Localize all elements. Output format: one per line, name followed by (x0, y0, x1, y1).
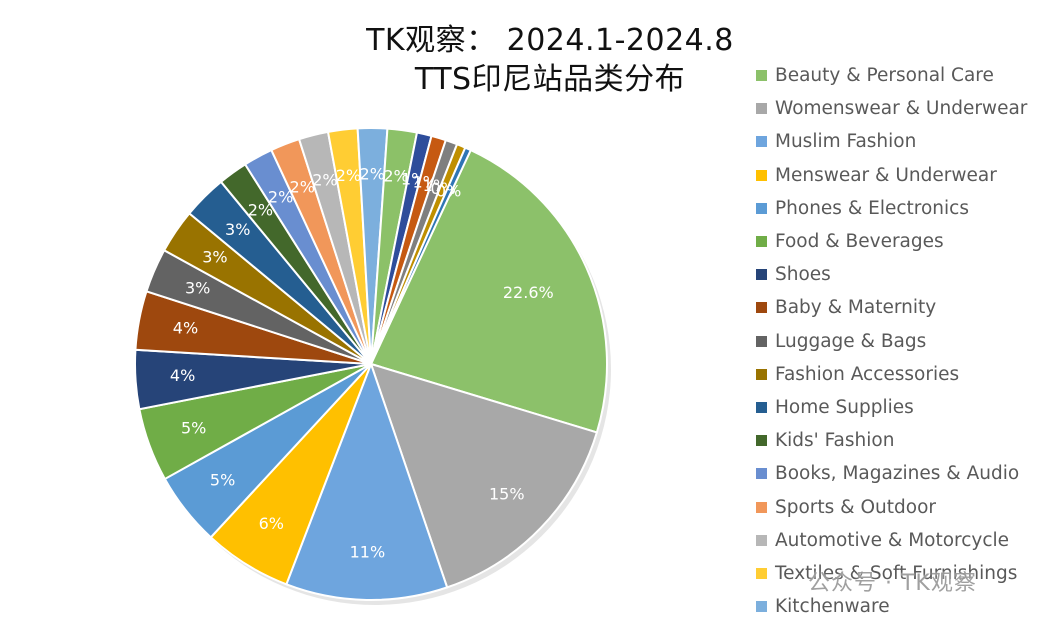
data-label-womenswear-and-underwear: 15% (489, 485, 525, 504)
pie-slice-muslim-fashion (285, 361, 449, 601)
legend-swatch (756, 401, 767, 413)
legend-label: Fashion Accessories (775, 363, 960, 385)
legend-swatch (756, 202, 767, 214)
legend-swatch (756, 169, 767, 181)
data-label-kitchenware: 2% (360, 165, 385, 184)
legend-label: Luggage & Bags (775, 330, 927, 352)
data-label-tools-and-hardware: 0% (436, 181, 461, 200)
data-label-kids-fashion: 2% (248, 200, 273, 219)
legend-label: Baby & Maternity (775, 297, 937, 319)
legend-swatch (756, 468, 767, 480)
legend-label: Textiles & Soft Furnishings (775, 562, 1018, 584)
legend-swatch (756, 269, 767, 281)
legend-swatch (756, 103, 767, 115)
legend-swatch (756, 567, 767, 579)
legend-label: Sports & Outdoor (775, 496, 937, 518)
pie-slice-beauty-and-personal-care (369, 148, 608, 434)
data-label-collectibles: 2% (383, 166, 408, 185)
legend-item-menswear-and-underwear: Menswear & Underwear (756, 159, 1056, 192)
legend-item-beauty-and-personal-care: Beauty & Personal Care (756, 59, 1056, 92)
data-label-phones-and-electronics: 5% (210, 470, 235, 489)
legend-item-kitchenware: Kitchenware (756, 590, 1056, 623)
legend-item-shoes: Shoes (756, 258, 1056, 291)
legend-label: Muslim Fashion (775, 131, 917, 153)
legend-swatch (756, 136, 767, 148)
legend-label: Kitchenware (775, 596, 890, 618)
legend-swatch (756, 501, 767, 513)
data-label-menswear-and-underwear: 6% (259, 514, 284, 533)
legend-label: Womenswear & Underwear (775, 98, 1028, 120)
legend-item-food-and-beverages: Food & Beverages (756, 225, 1056, 258)
legend-label: Home Supplies (775, 396, 914, 418)
legend-item-womenswear-and-underwear: Womenswear & Underwear (756, 92, 1056, 125)
pie-slice-tools-and-hardware (370, 146, 473, 365)
legend-item-fashion-accessories: Fashion Accessories (756, 358, 1056, 391)
legend-swatch (756, 236, 767, 248)
legend-swatch (756, 368, 767, 380)
data-label-textiles-and-soft-furnishings: 2% (336, 166, 361, 185)
pie-slice-womenswear-and-underwear (369, 362, 599, 589)
chart-title-line-1: TK观察： 2024.1-2024.8 (366, 23, 734, 58)
legend-label: Beauty & Personal Care (775, 65, 994, 87)
legend-swatch (756, 335, 767, 347)
legend-label: Phones & Electronics (775, 197, 969, 219)
legend-swatch (756, 435, 767, 447)
data-label-shoes: 4% (170, 366, 195, 385)
chart-legend: Beauty & Personal Care Womenswear & Under… (756, 59, 1056, 623)
legend-item-automotive-and-motorcycle: Automotive & Motorcycle (756, 524, 1056, 557)
legend-swatch (756, 302, 767, 314)
data-label-beauty-and-personal-care: 22.6% (503, 283, 554, 302)
legend-item-home-supplies: Home Supplies (756, 391, 1056, 424)
legend-label: Automotive & Motorcycle (775, 529, 1010, 551)
data-label-home-supplies: 3% (225, 220, 250, 239)
data-label-food-and-beverages: 5% (181, 418, 206, 437)
legend-label: Food & Beverages (775, 231, 944, 253)
data-label-fashion-accessories: 3% (202, 247, 227, 266)
data-label-baby-and-maternity: 4% (173, 318, 198, 337)
legend-item-phones-and-electronics: Phones & Electronics (756, 192, 1056, 225)
legend-swatch (756, 534, 767, 546)
legend-label: Kids' Fashion (775, 430, 895, 452)
legend-label: Shoes (775, 264, 831, 286)
legend-item-sports-and-outdoor: Sports & Outdoor (756, 490, 1056, 523)
legend-item-luggage-and-bags: Luggage & Bags (756, 325, 1056, 358)
legend-item-muslim-fashion: Muslim Fashion (756, 125, 1056, 158)
legend-item-textiles-and-soft-furnishings: Textiles & Soft Furnishings (756, 557, 1056, 590)
legend-item-baby-and-maternity: Baby & Maternity (756, 291, 1056, 324)
data-label-automotive-and-motorcycle: 2% (312, 170, 337, 189)
legend-item-books-magazines-and-audio: Books, Magazines & Audio (756, 457, 1056, 490)
data-label-luggage-and-bags: 3% (185, 279, 210, 298)
legend-item-kids-fashion: Kids' Fashion (756, 424, 1056, 457)
legend-label: Menswear & Underwear (775, 164, 997, 186)
legend-swatch (756, 70, 767, 82)
legend-swatch (756, 601, 767, 613)
data-label-muslim-fashion: 11% (350, 542, 386, 561)
data-label-sports-and-outdoor: 2% (290, 178, 315, 197)
chart-title-line-2: TTS印尼站品类分布 (414, 62, 686, 97)
legend-label: Books, Magazines & Audio (775, 463, 1020, 485)
data-label-books-magazines-and-audio: 2% (268, 188, 293, 207)
